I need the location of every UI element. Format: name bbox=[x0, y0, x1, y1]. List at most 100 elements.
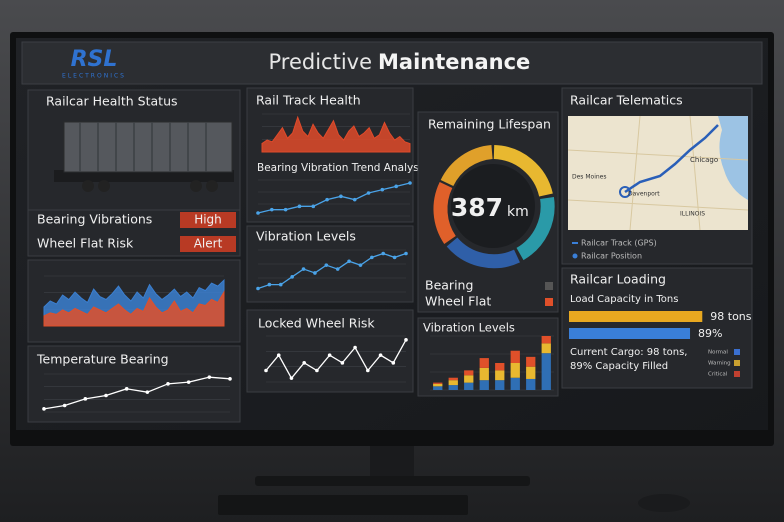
summary: 89% Capacity Filled bbox=[570, 361, 668, 372]
point bbox=[311, 204, 316, 209]
point bbox=[290, 275, 294, 279]
point bbox=[408, 181, 412, 185]
legend-swatch bbox=[572, 253, 578, 259]
legend-swatch bbox=[545, 298, 553, 306]
legend-swatch bbox=[545, 282, 553, 290]
point bbox=[315, 368, 319, 373]
line bbox=[43, 376, 231, 410]
bar-segment bbox=[433, 386, 443, 390]
mouse bbox=[638, 494, 690, 512]
point bbox=[62, 403, 67, 408]
point bbox=[301, 267, 306, 271]
point bbox=[83, 397, 88, 401]
load-label: 89% bbox=[698, 327, 722, 340]
bar-segment bbox=[433, 382, 443, 384]
title-bold: Maintenance bbox=[378, 50, 530, 74]
panel-subtitle: Load Capacity in Tons bbox=[570, 294, 678, 305]
point bbox=[278, 282, 283, 287]
legend-label: Normal bbox=[708, 350, 728, 356]
map-label: Chicago bbox=[690, 156, 718, 164]
gauge-value: 387 bbox=[451, 193, 503, 222]
map-label: Davenport bbox=[628, 191, 660, 198]
header-bar bbox=[21, 41, 763, 85]
point bbox=[370, 255, 374, 260]
bar-segment bbox=[464, 370, 474, 376]
bar-segment bbox=[526, 378, 536, 390]
panel-title: Remaining Lifespan bbox=[428, 117, 551, 132]
legend-label: Bearing bbox=[425, 278, 473, 293]
bar-segment bbox=[495, 363, 505, 371]
line bbox=[265, 339, 407, 380]
point bbox=[104, 393, 108, 398]
bar-segment bbox=[510, 363, 520, 378]
keyboard bbox=[218, 495, 468, 515]
point bbox=[42, 407, 46, 411]
point bbox=[289, 376, 294, 380]
load-bar bbox=[569, 311, 703, 322]
status-label: Wheel Flat Risk bbox=[37, 236, 134, 251]
legend-swatch bbox=[734, 349, 740, 355]
line bbox=[257, 252, 407, 290]
bar-segment bbox=[479, 358, 489, 368]
bar-segment bbox=[448, 377, 458, 381]
gauge-ring bbox=[433, 145, 555, 269]
gauge-center bbox=[451, 164, 535, 248]
bar-segment bbox=[541, 353, 551, 390]
railcar-image bbox=[54, 121, 234, 192]
point bbox=[267, 282, 272, 287]
panel bbox=[246, 87, 414, 223]
bar-segment bbox=[464, 382, 474, 390]
point bbox=[404, 251, 408, 256]
gauge-unit: km bbox=[507, 204, 529, 220]
legend-label: Railcar Position bbox=[581, 252, 642, 261]
point bbox=[352, 197, 357, 202]
load-label: 98 tons bbox=[710, 310, 752, 323]
load-bar bbox=[569, 328, 691, 339]
bar-segment bbox=[479, 367, 489, 381]
point bbox=[302, 361, 306, 365]
point bbox=[366, 191, 371, 195]
point bbox=[339, 194, 343, 199]
title-light: Predictive bbox=[268, 50, 372, 74]
bar-segment bbox=[541, 336, 551, 344]
point bbox=[256, 286, 260, 291]
point bbox=[145, 390, 150, 394]
area bbox=[43, 290, 225, 327]
point bbox=[166, 382, 170, 386]
point bbox=[358, 263, 363, 267]
point bbox=[124, 387, 129, 391]
point bbox=[378, 353, 383, 357]
point bbox=[256, 211, 260, 215]
bar-segment bbox=[433, 383, 443, 387]
status-badge bbox=[180, 212, 236, 228]
bar-segment bbox=[448, 385, 458, 390]
bar-segment bbox=[510, 350, 520, 363]
line bbox=[257, 182, 411, 214]
point bbox=[347, 259, 351, 264]
stand-base bbox=[255, 476, 530, 486]
map-label: ILLINOIS bbox=[680, 211, 705, 218]
map-label: Des Moines bbox=[572, 174, 606, 181]
panel-title: Railcar Health Status bbox=[46, 94, 178, 109]
point bbox=[297, 204, 302, 209]
point bbox=[380, 187, 385, 192]
legend-label: Warning bbox=[708, 361, 731, 367]
point bbox=[270, 207, 274, 212]
point bbox=[394, 184, 398, 189]
bar-segment bbox=[526, 356, 536, 367]
point bbox=[228, 377, 232, 381]
point bbox=[313, 271, 317, 275]
panel-title: Railcar Loading bbox=[570, 272, 666, 287]
point bbox=[381, 251, 386, 256]
map bbox=[567, 115, 749, 231]
bar-segment bbox=[495, 370, 505, 381]
panel-title: Vibration Levels bbox=[256, 229, 356, 244]
bar-segment bbox=[464, 375, 474, 383]
point bbox=[327, 353, 332, 357]
point bbox=[276, 353, 281, 357]
bar-segment bbox=[479, 380, 489, 390]
bar-segment bbox=[495, 380, 505, 390]
legend-label: Critical bbox=[708, 372, 728, 378]
